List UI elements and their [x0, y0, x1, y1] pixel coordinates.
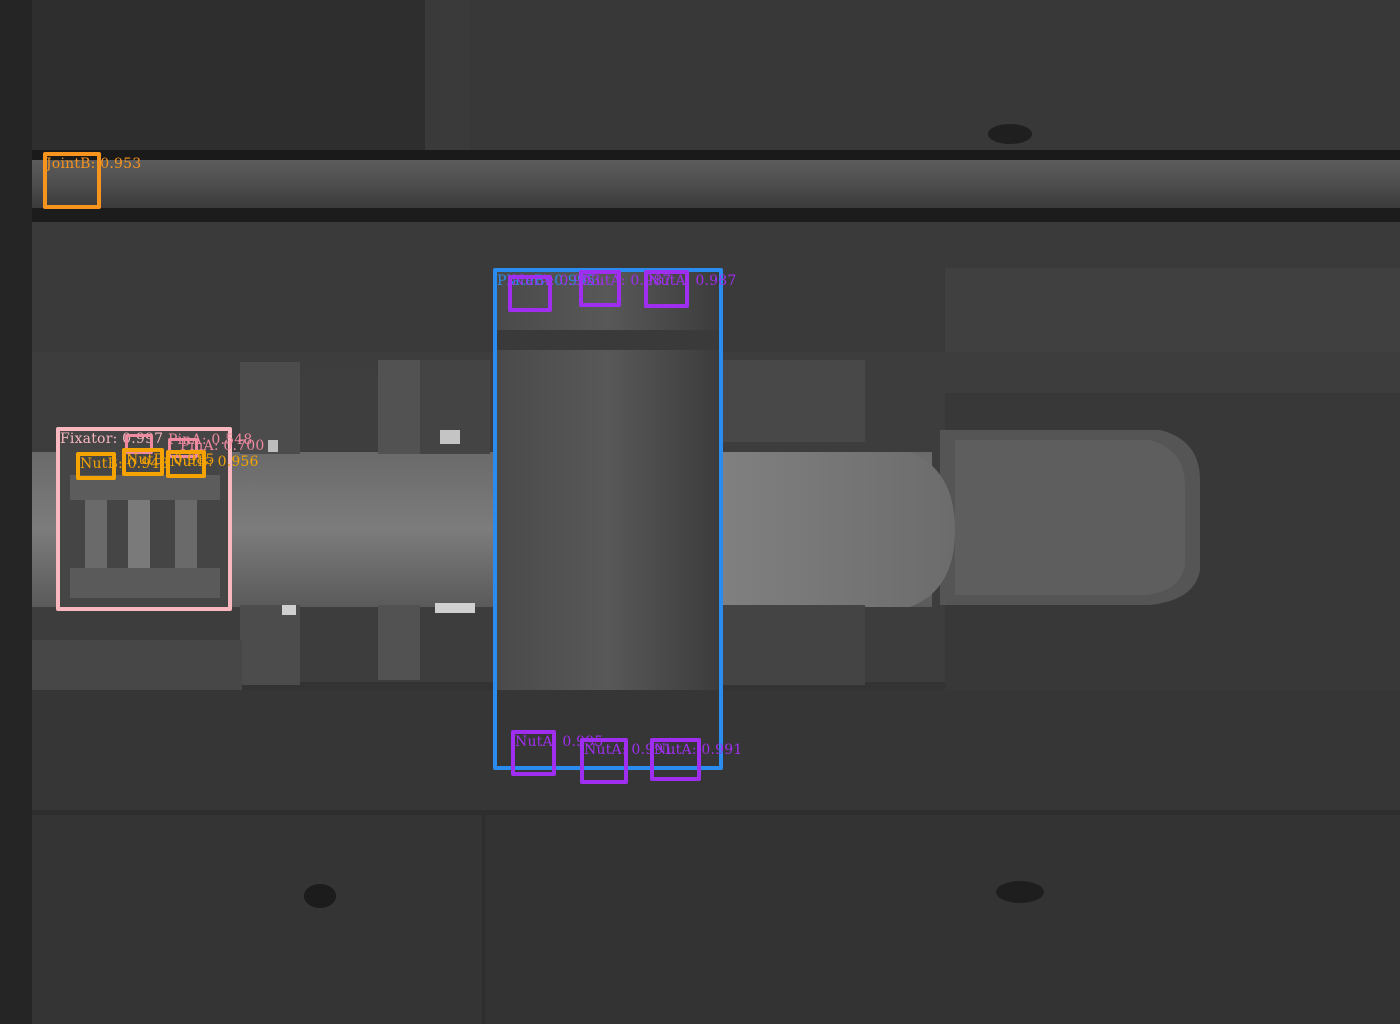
joint-score: 0.953 [100, 156, 142, 172]
joint-detection-box [43, 152, 101, 209]
nut-score: 0.985 [173, 452, 215, 468]
pin-score: 0.548 [211, 432, 253, 448]
nut-score: 0.987 [630, 273, 672, 289]
nut-detection-box [579, 270, 621, 307]
nut-detection-box [650, 738, 701, 781]
nut-detection-label: NutA: 0.991 [654, 742, 743, 758]
nut-class: NutA [515, 734, 553, 750]
pin-detection-label: PinA: 0.548 [168, 432, 253, 448]
joint-detection-label: JointB: 0.953 [46, 156, 142, 172]
nut-detection-label: NutA: 0.991 [584, 742, 673, 758]
nut-class: NutA [512, 273, 550, 289]
nut-detection-box [511, 730, 556, 776]
joint-class: JointB [46, 156, 91, 172]
pin-class: PinA [168, 432, 202, 448]
nut-score: 0.995 [562, 734, 604, 750]
nut-detection-label: NutB: 0.985 [126, 452, 215, 468]
nut-class: NutB [170, 454, 208, 470]
nut-score: 0.987 [695, 273, 737, 289]
nut-detection-label: NutA: 0.993 [512, 273, 601, 289]
nut-class: NutA [583, 273, 621, 289]
nut-class: NutB [126, 452, 164, 468]
nut-score: 0.991 [701, 742, 743, 758]
nut-detection-label: NutB: 0.956 [170, 454, 259, 470]
plate-score: 0.995 [554, 273, 596, 289]
nut-detection-box [166, 450, 206, 478]
nut-detection-box [644, 270, 689, 308]
nut-score: 0.948 [127, 456, 169, 472]
pin-class: PinA [180, 438, 214, 454]
nut-detection-box [122, 448, 164, 476]
nut-class: NutA [654, 742, 692, 758]
nut-detection-label: NutA: 0.995 [515, 734, 604, 750]
nut-score: 0.991 [631, 742, 673, 758]
nut-class: NutA [584, 742, 622, 758]
nut-score: 0.956 [217, 454, 259, 470]
nut-detection-box [76, 452, 116, 480]
plate-detection-box [493, 268, 723, 770]
fixator-class: Fixator [60, 431, 113, 447]
nut-class: NutA [648, 273, 686, 289]
nut-detection-label: NutB: 0.948 [80, 456, 169, 472]
pin-detection-box [168, 438, 198, 458]
nut-detection-label: NutA: 0.987 [648, 273, 737, 289]
pin-score: 0.700 [223, 438, 265, 454]
nut-detection-box [580, 738, 628, 784]
nut-detection-box [508, 275, 552, 312]
pin-detection-box [125, 434, 153, 454]
pin-detection-label: PinA: 0.700 [180, 438, 265, 454]
nut-score: 0.993 [559, 273, 601, 289]
nut-class: NutB [80, 456, 118, 472]
nut-detection-label: NutA: 0.987 [583, 273, 672, 289]
fixator-detection-box [56, 427, 232, 611]
